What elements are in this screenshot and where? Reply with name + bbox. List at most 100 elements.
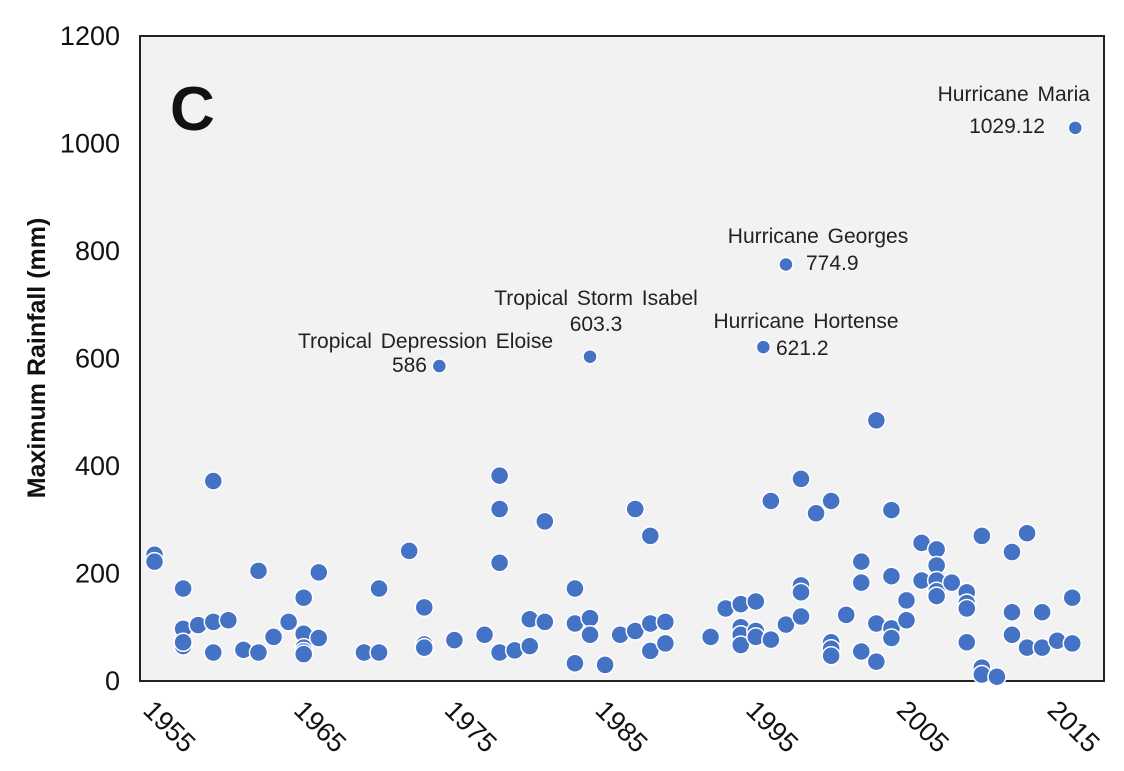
- data-point: [489, 465, 510, 486]
- data-point: [778, 256, 794, 273]
- data-point: [755, 339, 772, 355]
- annotation-value: 1029.12: [969, 115, 1045, 138]
- data-point: [565, 653, 585, 674]
- data-point: [489, 499, 510, 519]
- data-point: [309, 562, 329, 583]
- data-point: [399, 541, 419, 561]
- data-point: [535, 612, 555, 632]
- data-point: [941, 572, 962, 593]
- y-tick-label: 800: [75, 236, 120, 266]
- annotation-value: 621.2: [776, 337, 829, 360]
- data-point: [520, 636, 540, 656]
- x-tick-label: 1965: [288, 695, 352, 759]
- y-tick-label: 400: [75, 451, 120, 481]
- data-point: [309, 628, 329, 648]
- data-point: [489, 553, 510, 573]
- data-point: [293, 587, 314, 608]
- x-tick-label: 2005: [891, 695, 955, 759]
- y-axis-ticks: 0 200 400 600 800 1000 1200: [60, 21, 120, 696]
- data-point: [248, 642, 269, 663]
- panel-label: C: [170, 75, 215, 144]
- data-point: [625, 499, 645, 519]
- data-point: [1002, 602, 1022, 622]
- data-point: [957, 598, 977, 619]
- data-point: [144, 551, 165, 572]
- data-point: [1002, 625, 1022, 645]
- data-point: [278, 612, 299, 632]
- data-point: [173, 632, 193, 653]
- data-point: [655, 612, 676, 632]
- data-point: [431, 358, 448, 374]
- data-point: [1067, 120, 1084, 136]
- data-point: [896, 610, 917, 631]
- data-point: [640, 526, 661, 546]
- data-point: [293, 644, 314, 664]
- annotation-value: 603.3: [570, 313, 623, 336]
- data-point: [791, 582, 811, 603]
- data-point: [369, 642, 389, 663]
- y-tick-label: 0: [105, 666, 120, 696]
- data-point: [369, 578, 389, 599]
- data-point: [957, 632, 977, 653]
- data-point: [580, 608, 600, 628]
- data-point: [851, 551, 872, 572]
- annotation-storm-name: Hurricane Georges: [728, 225, 908, 248]
- data-point: [580, 625, 600, 645]
- annotation-storm-name: Hurricane Maria: [938, 83, 1091, 106]
- y-tick-label: 1000: [60, 129, 120, 159]
- data-point: [851, 641, 872, 662]
- x-tick-label: 1995: [740, 695, 804, 759]
- data-point: [896, 590, 917, 611]
- data-point: [1002, 542, 1022, 562]
- x-axis-ticks: 1955 1965 1975 1985 1995 2005 2015: [138, 695, 1106, 759]
- y-axis-label: Maximum Rainfall (mm): [23, 218, 51, 499]
- data-point: [1062, 633, 1083, 654]
- y-tick-label: 600: [75, 344, 120, 374]
- data-point: [203, 642, 224, 663]
- data-point: [730, 635, 751, 655]
- data-point: [791, 606, 811, 627]
- annotation-storm-name: Hurricane Hortense: [713, 310, 898, 333]
- data-point: [700, 627, 721, 647]
- data-point: [474, 625, 495, 645]
- x-tick-label: 1985: [590, 695, 654, 759]
- data-point: [926, 586, 947, 606]
- y-tick-label: 200: [75, 559, 120, 589]
- data-point: [821, 645, 841, 666]
- data-point: [851, 572, 872, 593]
- data-point: [926, 539, 947, 560]
- data-point: [806, 503, 826, 524]
- data-point: [972, 526, 992, 546]
- data-point: [173, 578, 193, 599]
- x-tick-label: 1975: [439, 695, 503, 759]
- data-point: [866, 410, 887, 431]
- data-point: [535, 511, 555, 532]
- data-point: [595, 655, 615, 675]
- annotation-storm-name: Tropical Depression Eloise: [298, 330, 553, 353]
- data-point: [1032, 602, 1052, 622]
- x-tick-label: 2015: [1042, 695, 1106, 759]
- data-point: [444, 630, 465, 650]
- data-point: [821, 491, 841, 511]
- data-point: [655, 633, 676, 654]
- data-point: [881, 500, 902, 520]
- x-tick-label: 1955: [138, 695, 202, 759]
- data-point: [414, 597, 435, 618]
- data-point: [881, 628, 902, 648]
- data-point: [218, 610, 239, 631]
- data-points: [144, 120, 1084, 687]
- annotation-value: 774.9: [806, 252, 859, 275]
- data-point: [414, 637, 435, 658]
- data-point: [746, 591, 766, 612]
- annotation-value: 586: [392, 354, 427, 377]
- data-point: [565, 578, 585, 599]
- data-point: [761, 629, 781, 650]
- annotation-storm-name: Tropical Storm Isabel: [494, 287, 698, 310]
- data-point: [776, 614, 796, 635]
- y-tick-label: 1200: [60, 21, 120, 51]
- data-point: [203, 471, 224, 491]
- data-point: [881, 566, 902, 586]
- data-point: [1017, 523, 1037, 543]
